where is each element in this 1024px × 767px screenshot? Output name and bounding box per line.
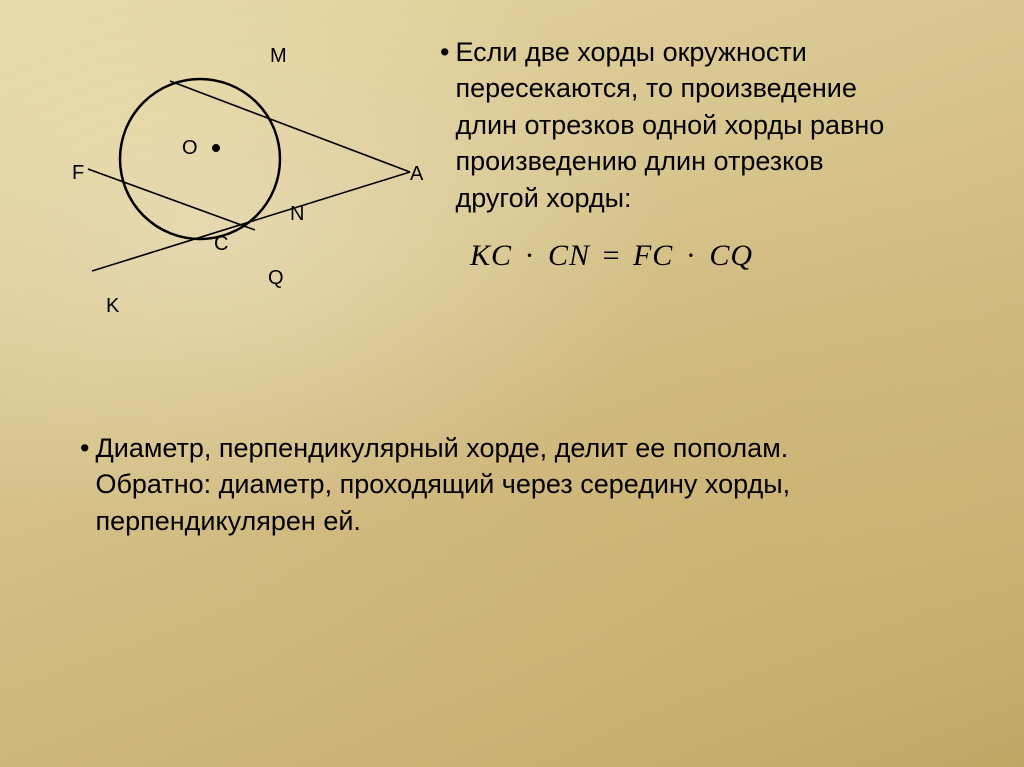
diagram-svg: M O F A N C Q K [60,34,430,324]
top-text-lines: Если две хорды окружности пересекаются, … [455,34,884,216]
geometry-diagram: M O F A N C Q K [60,34,430,324]
bullet-dot: • [80,430,89,539]
top-line-2: пересекаются, то произведение [455,70,884,106]
svg-text:K: K [106,295,120,317]
formula-t1: KC [470,239,512,272]
formula-t4: CQ [709,239,753,272]
svg-text:C: C [214,233,228,255]
svg-text:Q: Q [268,267,284,289]
svg-text:N: N [290,203,304,225]
formula-eq: = [603,239,621,272]
top-line-1: Если две хорды окружности [455,34,884,70]
bottom-text-block: • Диаметр, перпендикулярный хорде, делит… [80,430,960,539]
formula-t3: FC [633,239,673,272]
top-line-3: длин отрезков одной хорды равно [455,107,884,143]
bottom-line-3: перпендикулярен ей. [95,503,790,539]
top-text-block: • Если две хорды окружности пересекаются… [440,34,1000,277]
bullet-dot: • [440,34,449,216]
formula-dot-1: · [525,239,536,272]
svg-text:O: O [182,137,198,159]
formula: KC · CN = FC · CQ [470,236,1000,277]
svg-text:A: A [410,163,424,185]
top-line-5: другой хорды: [455,180,884,216]
svg-text:M: M [270,45,287,67]
bottom-line-1: Диаметр, перпендикулярный хорде, делит е… [95,430,790,466]
top-line-4: произведению длин отрезков [455,143,884,179]
svg-text:F: F [72,162,84,184]
formula-t2: CN [548,239,590,272]
slide: MOFANCQK • Если две хорды окружности пер… [0,0,1024,767]
bottom-text-lines: Диаметр, перпендикулярный хорде, делит е… [95,430,790,539]
formula-dot-2: · [686,239,697,272]
bottom-line-2: Обратно: диаметр, проходящий через серед… [95,466,790,502]
